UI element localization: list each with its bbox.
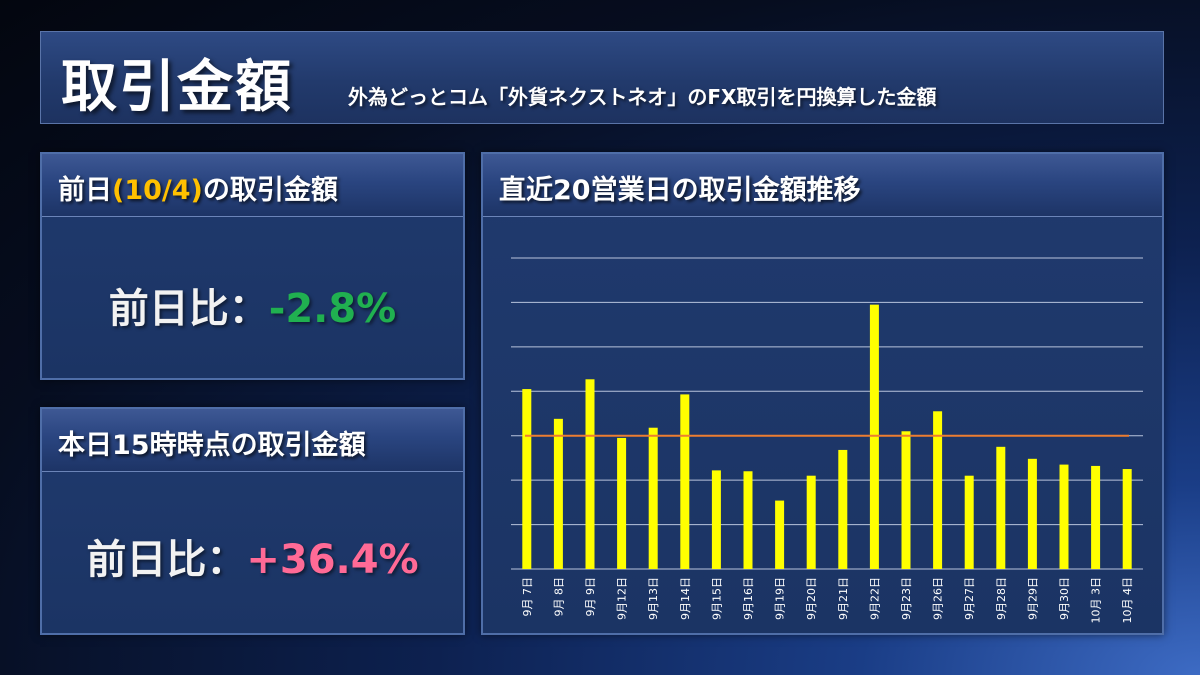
x-tick-label: 10月 4日 <box>1121 577 1134 624</box>
prev-day-date: (10/4) <box>112 175 203 206</box>
header-bar: 取引金額 外為どっとコム「外貨ネクストネオ」のFX取引を円換算した金額 <box>40 31 1164 124</box>
bar <box>996 446 1006 569</box>
x-tick-label: 9月23日 <box>900 577 913 620</box>
x-tick-label: 9月19日 <box>774 577 787 620</box>
bar <box>553 418 563 569</box>
prev-day-title-before: 前日 <box>58 175 112 206</box>
x-tick-label: 9月29日 <box>1026 577 1039 620</box>
bar <box>933 411 943 569</box>
page-title: 取引金額 <box>61 55 293 120</box>
prev-day-kpi: 前日比：-2.8% <box>42 276 463 334</box>
page-subtitle: 外為どっとコム「外貨ネクストネオ」のFX取引を円換算した金額 <box>348 85 937 109</box>
prev-day-panel-header: 前日(10/4)の取引金額 <box>42 154 463 217</box>
prev-day-panel-title: 前日(10/4)の取引金額 <box>58 168 338 207</box>
today-kpi-label: 前日比： <box>86 537 247 583</box>
bar-chart: 9月 7日 9月 8日 9月 9日 9月12日 9月13日 9月14日 9月15日 9月16日… <box>511 257 1143 624</box>
x-tick-label: 9月22日 <box>868 577 881 620</box>
bar <box>869 304 879 569</box>
bar <box>806 475 816 569</box>
prev-day-title-after: の取引金額 <box>202 175 338 206</box>
bar <box>1059 464 1069 569</box>
x-tick-label: 10月 3日 <box>1090 577 1103 624</box>
bar <box>617 437 627 569</box>
today-panel-title: 本日15時時点の取引金額 <box>58 430 366 461</box>
x-tick-label: 9月21日 <box>837 577 850 620</box>
today-panel: 本日15時時点の取引金額 前日比：+36.4% <box>40 407 465 635</box>
bar <box>743 471 753 569</box>
chart-panel-title: 直近20営業日の取引金額推移 <box>499 175 861 206</box>
x-tick-label: 9月 9日 <box>584 577 597 617</box>
bar <box>838 449 848 569</box>
x-tick-label: 9月15日 <box>710 577 723 620</box>
bar <box>522 389 532 569</box>
bar <box>1091 465 1101 569</box>
bar <box>648 427 658 569</box>
today-kpi: 前日比：+36.4% <box>42 527 463 585</box>
prev-day-kpi-label: 前日比： <box>108 286 269 332</box>
today-kpi-value: +36.4% <box>246 537 419 583</box>
x-tick-label: 9月28日 <box>995 577 1008 620</box>
bar <box>680 394 690 569</box>
x-tick-label: 9月12日 <box>616 577 629 620</box>
bar <box>1122 469 1132 569</box>
bar <box>585 379 595 569</box>
x-tick-label: 9月16日 <box>742 577 755 620</box>
prev-day-panel: 前日(10/4)の取引金額 前日比：-2.8% <box>40 152 465 380</box>
chart-panel: 直近20営業日の取引金額推移 9月 7日 9月 8日 9月 9日 9月12日 9月13日… <box>481 152 1164 635</box>
x-tick-label: 9月13日 <box>647 577 660 620</box>
bar <box>775 500 785 569</box>
x-tick-label: 9月27日 <box>963 577 976 620</box>
x-tick-label: 9月14日 <box>679 577 692 620</box>
x-tick-label: 9月 8日 <box>552 577 565 617</box>
prev-day-kpi-value: -2.8% <box>268 286 397 332</box>
chart-panel-header: 直近20営業日の取引金額推移 <box>483 154 1162 217</box>
bar <box>1027 458 1037 569</box>
today-panel-header: 本日15時時点の取引金額 <box>42 409 463 472</box>
x-tick-label: 9月 7日 <box>521 577 534 617</box>
bar <box>964 475 974 569</box>
x-tick-label: 9月26日 <box>932 577 945 620</box>
x-tick-label: 9月20日 <box>805 577 818 620</box>
x-tick-label: 9月30日 <box>1058 577 1071 620</box>
bar <box>901 431 911 569</box>
bar <box>711 470 721 569</box>
